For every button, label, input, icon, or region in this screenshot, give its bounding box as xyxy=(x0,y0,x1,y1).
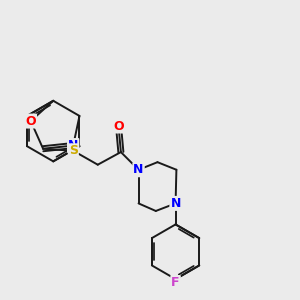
Text: S: S xyxy=(69,144,78,157)
Text: N: N xyxy=(170,197,181,210)
Text: F: F xyxy=(171,276,180,289)
Text: N: N xyxy=(134,163,144,176)
Text: N: N xyxy=(68,139,78,152)
Text: O: O xyxy=(26,115,36,128)
Text: O: O xyxy=(113,119,124,133)
